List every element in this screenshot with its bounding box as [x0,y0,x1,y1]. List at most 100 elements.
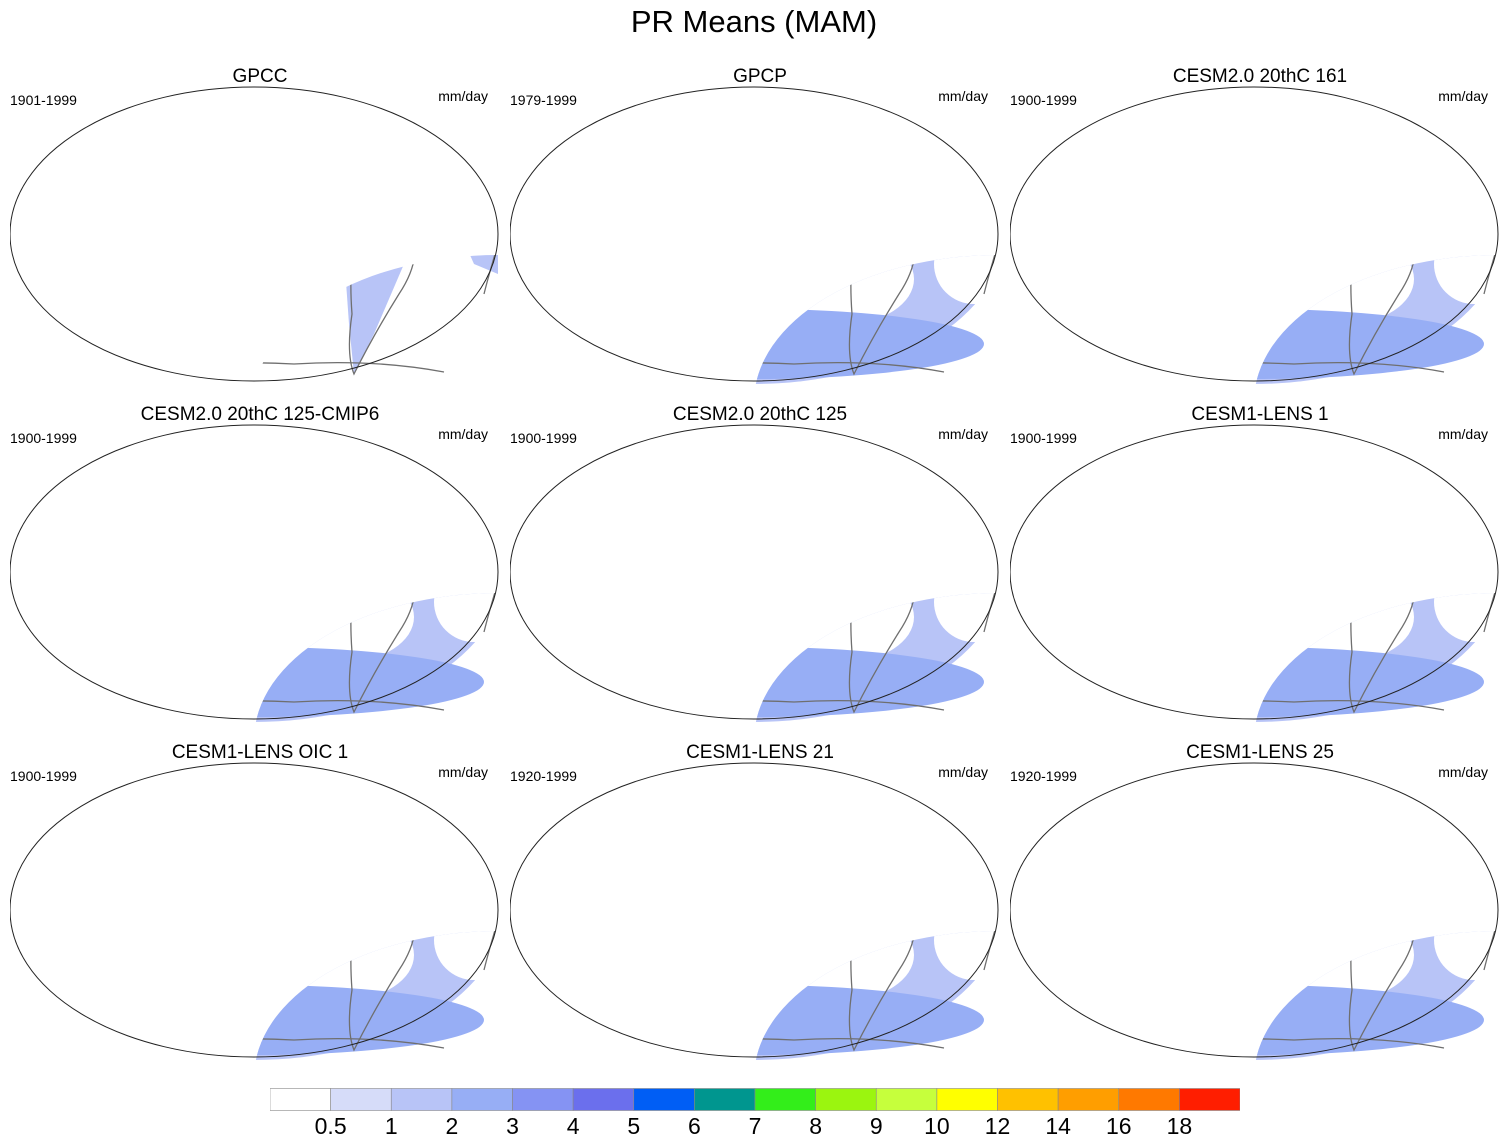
colorbar-swatch [694,1088,756,1111]
precip-band [254,647,484,717]
precip-band [754,309,984,379]
map-outline [510,424,999,720]
panel-period: 1920-1999 [510,768,577,784]
colorbar-label: 2 [445,1113,459,1139]
panel-period: 1979-1999 [510,92,577,108]
panel-title: CESM1-LENS 25 [1186,742,1334,763]
colorbar-label: 12 [984,1113,1011,1139]
precip-band [254,985,484,1055]
colorbar-swatch [997,1088,1059,1111]
panel-title: CESM2.0 20thC 125-CMIP6 [140,404,380,425]
panel-units: mm/day [938,88,988,104]
map-outline [510,762,999,1058]
coastline [1348,931,1416,1052]
panel-units: mm/day [1438,88,1488,104]
coastline [1254,699,1445,713]
coastline [254,1037,445,1051]
precip-band [934,593,1000,642]
coastline [1254,1037,1445,1051]
colorbar-swatch [815,1088,877,1111]
map-panel: GPCC 1901-1999 mm/day [10,66,510,396]
coastline [348,255,416,376]
map-panel: CESM1-LENS OIC 1 1900-1999 mm/day [10,742,510,1072]
coastlines [1254,255,1499,376]
colorbar-swatch [572,1088,635,1111]
map-outline [10,424,499,720]
colorbar-swatch [633,1088,695,1111]
map-outline [1010,424,1499,720]
panel-title: CESM1-LENS 1 [1191,404,1329,425]
coastline [348,593,416,714]
coastline [348,931,416,1052]
colorbar-swatch [451,1088,513,1111]
precip-band [754,647,984,717]
map-outline [1010,86,1499,382]
panel-title: GPCP [733,66,787,87]
colorbar-swatch [330,1088,392,1111]
coastline [754,699,945,713]
colorbar-label: 10 [924,1113,950,1139]
coastline [478,931,499,971]
panel-units: mm/day [438,88,488,104]
coastlines [754,593,999,714]
panel-units: mm/day [1438,764,1488,780]
precip-field [254,255,499,376]
precip-band [1434,255,1500,304]
colorbar-labels: 0.5 1 2 3 4 5 6 7 8 9 10 12 14 16 18 [270,1113,1240,1145]
panel-units: mm/day [438,764,488,780]
colorbar [270,1088,1240,1111]
precip-band [934,931,1000,980]
coastline [1478,931,1499,971]
coastline [978,931,999,971]
colorbar-label: 3 [506,1113,519,1139]
panel-units: mm/day [938,426,988,442]
map-panel: CESM1-LENS 1 1900-1999 mm/day [1010,404,1508,734]
coastlines [254,593,499,714]
panel-title: GPCC [232,66,288,87]
colorbar-swatch [270,1088,331,1111]
panel-units: mm/day [438,426,488,442]
world-map [510,86,1000,384]
coastline [978,593,999,633]
colorbar-swatch [1118,1088,1180,1111]
coastline [848,931,916,1052]
panel-period: 1900-1999 [1010,430,1077,446]
precip-band [344,255,404,374]
coastline [1348,255,1416,376]
map-panel: CESM2.0 20thC 125 1900-1999 mm/day [510,404,1010,734]
coastline [1348,593,1416,714]
coastline [254,699,445,713]
map-panel: CESM1-LENS 25 1920-1999 mm/day [1010,742,1508,1072]
colorbar-label: 5 [627,1113,641,1139]
colorbar-swatch [754,1088,816,1111]
precip-band [1254,647,1484,717]
coastline [848,255,916,376]
colorbar-label: 1 [384,1113,398,1139]
panel-period: 1920-1999 [1010,768,1077,784]
colorbar-swatch [390,1088,453,1111]
coastline [478,255,499,295]
panel-period: 1900-1999 [10,768,77,784]
coastline [1254,361,1445,375]
coastline [754,361,945,375]
world-map [1010,424,1500,722]
coastline [754,1037,945,1051]
panel-title: CESM1-LENS 21 [686,742,834,763]
precip-band [434,593,500,642]
world-map [510,424,1000,722]
panel-title: CESM1-LENS OIC 1 [171,742,349,763]
colorbar-label: 8 [809,1113,823,1139]
panel-units: mm/day [1438,426,1488,442]
precip-band [1434,931,1500,980]
colorbar-swatch [936,1088,998,1111]
coastline [848,593,916,714]
colorbar-label: 4 [566,1113,580,1139]
colorbar-label: 0.5 [314,1113,347,1139]
colorbar-label: 6 [687,1113,701,1139]
world-map [10,86,499,382]
coastlines [1254,593,1499,714]
panel-title: CESM2.0 20thC 125 [672,404,848,425]
coastline [478,593,499,633]
coastline [1478,593,1499,633]
panel-period: 1901-1999 [10,92,77,108]
